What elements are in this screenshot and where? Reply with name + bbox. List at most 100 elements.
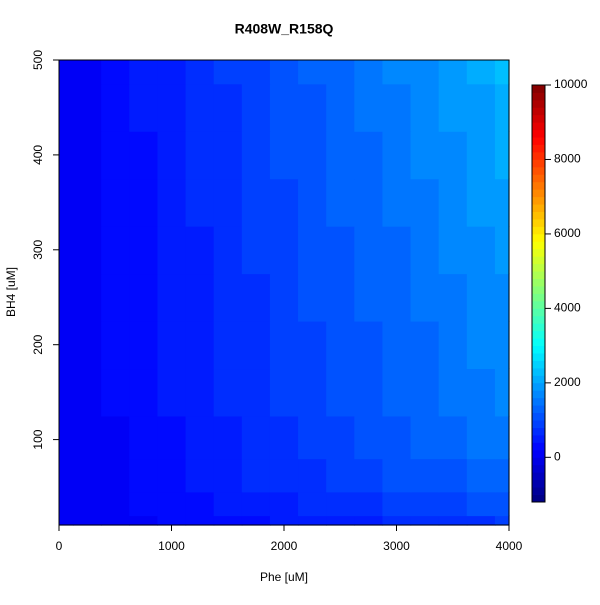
color-bar-band (532, 286, 545, 294)
contour-cell (326, 415, 355, 460)
color-bar-label: 4000 (554, 301, 581, 315)
contour-cell (269, 491, 299, 517)
contour-cell (326, 178, 355, 227)
contour-cell (213, 368, 243, 417)
color-bar-band (532, 434, 545, 443)
contour-cell (410, 178, 440, 227)
y-tick-label: 500 (31, 50, 45, 70)
contour-cell (269, 131, 299, 180)
contour-cell (59, 415, 74, 460)
contour-cell (494, 83, 510, 132)
contour-cell (101, 226, 130, 275)
color-bar-band (532, 256, 545, 265)
contour-cell (326, 515, 355, 526)
contour-cell (466, 368, 496, 417)
contour-cell (298, 60, 327, 85)
contour-cell (354, 368, 384, 417)
contour-cell (157, 83, 187, 132)
contour-cell (185, 415, 215, 460)
contour-cell (157, 60, 187, 85)
contour-cell (269, 273, 299, 322)
contour-cell (298, 320, 327, 370)
color-bar-band (532, 442, 545, 451)
contour-cell (73, 226, 102, 275)
y-axis-label: BH4 [uM] (4, 267, 18, 317)
color-bar-band (532, 129, 545, 138)
contour-cell (101, 178, 130, 227)
contour-cell (298, 368, 327, 417)
contour-cell (326, 60, 355, 85)
contour-cell (354, 515, 384, 526)
contour-cell (438, 458, 468, 493)
contour-cell (494, 273, 510, 322)
color-bar-band (532, 487, 545, 495)
contour-cell (101, 273, 130, 322)
contour-cell (466, 515, 496, 526)
color-bar-band (532, 390, 545, 399)
contour-cell (269, 515, 299, 526)
color-bar-band (532, 263, 545, 272)
color-bar-band (532, 405, 545, 414)
contour-cell (73, 415, 102, 460)
color-bar-band (532, 204, 545, 212)
contour-cell (59, 83, 74, 132)
contour-cell (354, 415, 384, 460)
contour-cell (438, 515, 468, 526)
contour-cell (157, 515, 187, 526)
contour-cell (59, 60, 74, 85)
contour-cell (494, 515, 510, 526)
contour-cell (185, 368, 215, 417)
contour-cell (241, 83, 271, 132)
contour-cell (241, 320, 271, 370)
contour-cell (410, 415, 440, 460)
contour-cell (213, 178, 243, 227)
contour-cell (438, 131, 468, 180)
contour-cell (326, 226, 355, 275)
contour-cell (354, 83, 384, 132)
contour-cell (269, 368, 299, 417)
color-bar-band (532, 420, 545, 428)
color-bar-band (532, 308, 545, 317)
contour-cell (466, 131, 496, 180)
contour-cell (382, 273, 412, 322)
color-bar-band (532, 144, 545, 153)
contour-cell (129, 60, 159, 85)
contour-cell (185, 131, 215, 180)
contour-cell (157, 491, 187, 517)
contour-cell (326, 491, 355, 517)
contour-cell (438, 226, 468, 275)
color-bar-band (532, 181, 545, 190)
contour-cell (59, 320, 74, 370)
contour-cell (241, 515, 271, 526)
color-bar-band (532, 211, 545, 220)
contour-cell (410, 491, 440, 517)
contour-cell (298, 131, 327, 180)
contour-cell (59, 458, 74, 493)
contour-cell (241, 368, 271, 417)
contour-cell (326, 320, 355, 370)
contour-cell (466, 83, 496, 132)
color-bar-band (532, 99, 545, 108)
contour-cell (101, 415, 130, 460)
contour-cell (213, 226, 243, 275)
color-bar-label: 8000 (554, 152, 581, 166)
contour-cell (73, 491, 102, 517)
contour-cell (494, 320, 510, 370)
color-bar-band (532, 159, 545, 168)
color-bar-band (532, 382, 545, 391)
contour-cell (73, 178, 102, 227)
contour-cell (129, 178, 159, 227)
contour-cell (438, 415, 468, 460)
contour-cell (269, 226, 299, 275)
contour-cell (354, 458, 384, 493)
contour-cell (129, 515, 159, 526)
contour-cell (129, 320, 159, 370)
contour-cell (59, 226, 74, 275)
contour-cell (213, 515, 243, 526)
contour-cell (382, 131, 412, 180)
contour-cell (101, 60, 130, 85)
contour-cell (157, 458, 187, 493)
color-bar-band (532, 137, 545, 145)
color-bar-band (532, 427, 545, 436)
contour-cell (241, 226, 271, 275)
